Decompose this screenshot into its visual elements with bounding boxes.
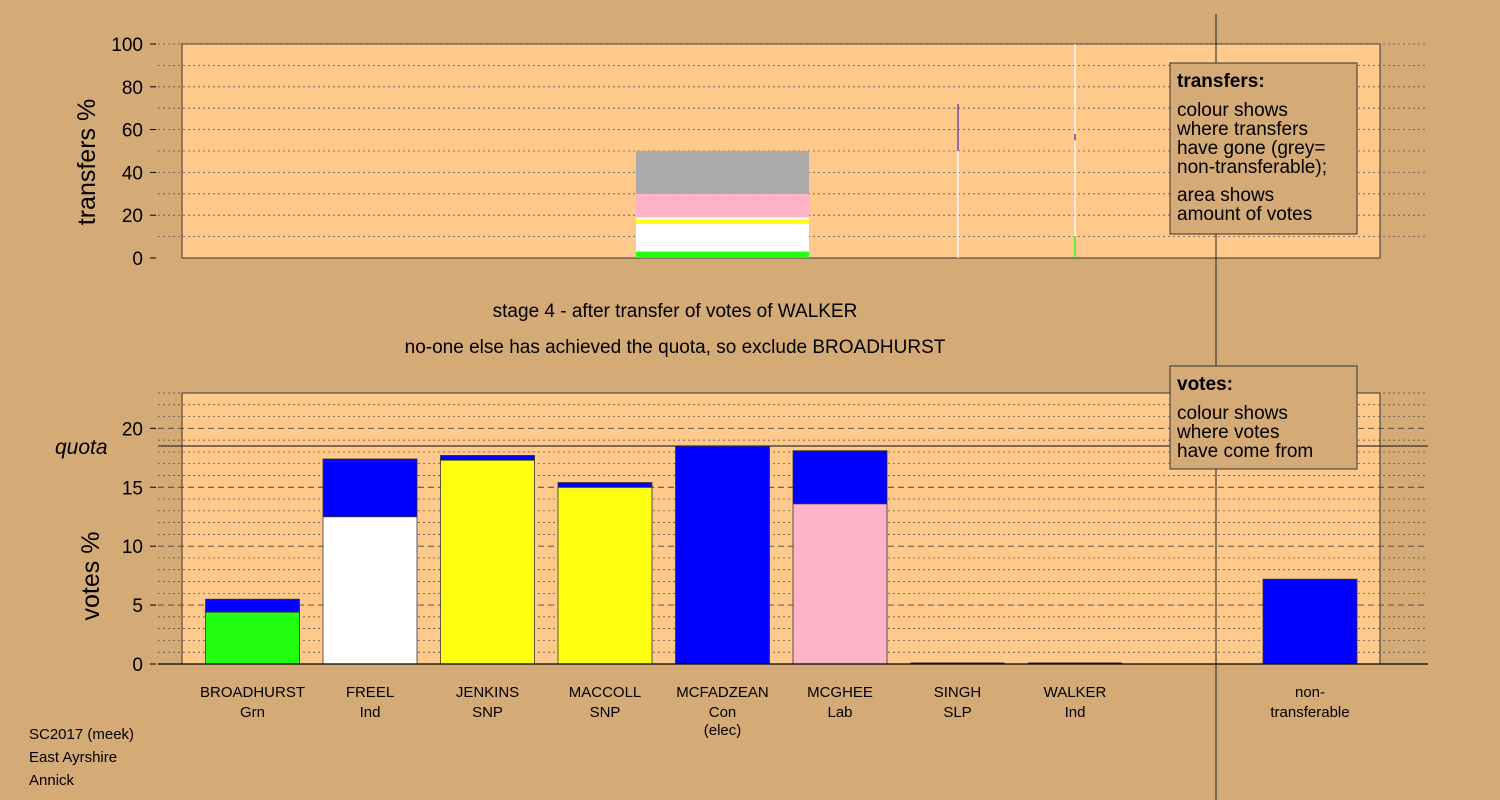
transfers-legend-line: colour shows [1177,100,1288,121]
vote-bar-segment [557,482,653,488]
votes-legend-box [1169,365,1358,470]
votes-legend-line: have come from [1177,441,1313,462]
stage-line-1: stage 4 - after transfer of votes of WAL… [493,301,858,322]
vote-bar-segment [792,503,888,665]
transfers-y-tick-label: 20 [122,206,143,227]
candidate-party: Ind [1065,704,1086,721]
votes-y-ticks: 0 5 10 15 20 [122,419,156,676]
vote-bar-segment [792,450,888,505]
transfers-y-tick-label: 100 [111,35,143,56]
vote-bar-segment [322,458,418,462]
votes-y-label: votes % [77,532,105,621]
candidate-party: Grn [240,704,265,721]
votes-legend-line: colour shows [1177,403,1288,424]
candidate-party: SNP [590,704,621,721]
transfers-legend-line: non-transferable); [1177,157,1327,178]
transfer-segment [636,219,809,224]
votes-y-tick-label: 15 [122,478,143,499]
candidate-name: JENKINS [456,684,519,701]
transfers-y-tick-label: 60 [122,121,143,142]
stage-line-2: no-one else has achieved the quota, so e… [405,337,946,358]
candidate-name: FREEL [346,684,394,701]
transfers-y-tick-label: 40 [122,163,143,184]
transfer-segment [636,151,809,194]
transfers-legend-line: area shows [1177,185,1274,206]
transfers-legend-line: where transfers [1176,119,1308,140]
transfer-thin-mark [957,151,959,258]
transfers-y-ticks: 0 20 40 60 80 100 [111,35,156,270]
transfers-legend-line: amount of votes [1177,204,1312,225]
votes-y-tick-label: 0 [132,655,143,676]
votes-y-tick-label: 10 [122,537,143,558]
candidate-party: Con [709,704,737,721]
transfer-segment [636,193,809,218]
vote-bar-segment [205,611,300,665]
transfer-thin-mark [1074,236,1076,258]
candidate-name: MCFADZEAN [676,684,769,701]
candidate-name: WALKER [1044,684,1107,701]
footer-line-1: SC2017 (meek) [29,726,134,743]
vote-bar-segment [675,445,770,665]
transfer-segment [636,217,809,220]
candidate-party: SNP [472,704,503,721]
transfers-bars [636,44,1076,258]
footer-line-2: East Ayrshire [29,749,117,766]
vote-bar-segment [205,598,300,613]
transfers-legend-title: transfers: [1177,71,1265,92]
votes-legend-title: votes: [1177,374,1233,395]
transfer-segment [636,251,809,258]
candidate-name: SINGH [934,684,982,701]
footer-line-3: Annick [29,772,75,789]
candidate-status: (elec) [704,722,742,739]
nontransferable-label: non- [1295,684,1325,701]
transfers-y-tick-label: 0 [132,249,143,270]
candidate-name: BROADHURST [200,684,305,701]
vote-bar-segment [440,455,535,461]
votes-legend: votes: colour shows where votes have com… [1169,365,1358,470]
transfers-legend-line: have gone (grey= [1177,138,1325,159]
quota-label: quota [55,436,108,459]
candidate-name: MACCOLL [569,684,642,701]
transfer-thin-mark [1074,140,1076,237]
transfer-thin-mark [1074,44,1076,134]
transfer-segment [636,223,809,252]
candidate-party: SLP [943,704,971,721]
transfers-legend: transfers: colour shows where transfers … [1169,62,1358,235]
candidate-party: Lab [827,704,852,721]
transfers-y-tick-label: 80 [122,78,143,99]
transfer-thin-mark [957,103,959,151]
vote-bar-segment [322,460,418,518]
transfers-y-label: transfers % [73,99,101,225]
votes-y-tick-label: 20 [122,419,143,440]
votes-legend-line: where votes [1176,422,1279,443]
candidate-labels: BROADHURST Grn FREEL Ind JENKINS SNP MACCOLL SN… [200,684,1350,739]
vote-bar-segment [557,486,653,665]
transfers-legend-box [1169,62,1358,235]
transfer-thin-mark [1074,133,1076,141]
vote-bar-segment [322,516,418,665]
vote-bar-segment [440,459,535,665]
candidate-party: Ind [360,704,381,721]
nontransferable-label: transferable [1270,704,1349,721]
votes-bars [205,445,1358,665]
votes-y-tick-label: 5 [132,596,143,617]
candidate-name: MCGHEE [807,684,873,701]
nontransferable-bar [1262,578,1358,665]
